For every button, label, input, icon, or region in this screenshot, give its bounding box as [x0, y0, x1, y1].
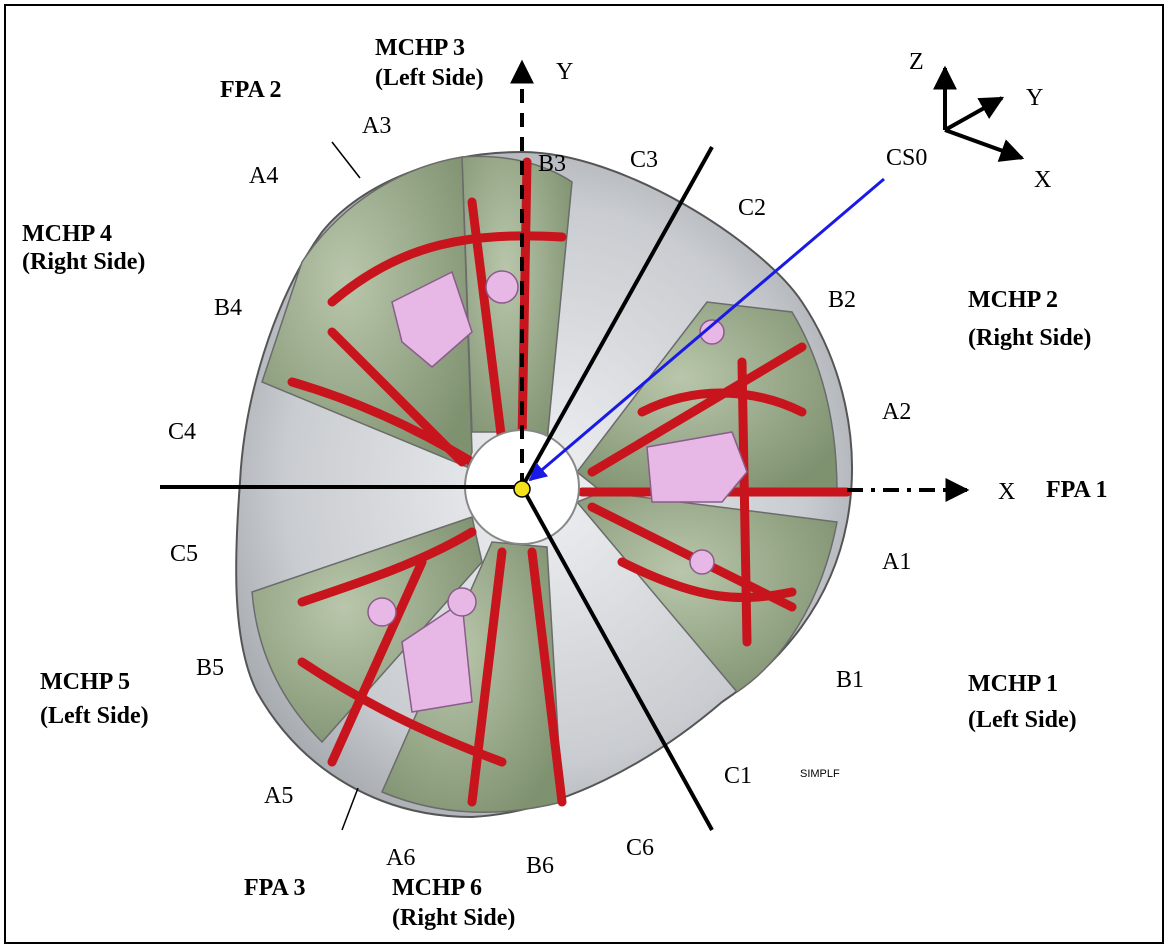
- point-c5: C5: [170, 541, 199, 567]
- mchp1-label-line2: (Left Side): [968, 707, 1077, 733]
- point-a2: A2: [882, 399, 912, 425]
- triad-x-label: X: [1034, 167, 1052, 193]
- fpa1-label: FPA 1: [1046, 477, 1108, 503]
- fpa3-label: FPA 3: [244, 875, 306, 901]
- fpa3-leader: [341, 787, 359, 831]
- triad-z-label: Z: [909, 49, 924, 75]
- pink-cutouts: [367, 270, 748, 713]
- point-a3: A3: [362, 113, 392, 139]
- point-c3: C3: [630, 147, 659, 173]
- coordinate-triad: [933, 65, 1025, 162]
- point-b3: B3: [538, 151, 567, 177]
- mchp6-label-line2: (Right Side): [392, 905, 516, 931]
- point-c2: C2: [738, 195, 767, 221]
- mchp1-label-line1: MCHP 1: [968, 671, 1058, 697]
- spacecraft-assembly-diagram: [160, 59, 1025, 831]
- point-b5: B5: [196, 655, 225, 681]
- point-a1: A1: [882, 549, 912, 575]
- point-a5: A5: [264, 783, 294, 809]
- sector-lines: [160, 146, 714, 831]
- point-b6: B6: [526, 853, 555, 879]
- point-b2: B2: [828, 287, 857, 313]
- red-frame-ribs: [287, 157, 852, 807]
- panel-mchp5: [251, 516, 483, 744]
- point-b4: B4: [214, 295, 243, 321]
- y-axis-label: Y: [556, 59, 574, 85]
- mchp3-label-line2: (Left Side): [375, 65, 484, 91]
- x-axis-label: X: [998, 479, 1016, 505]
- mchp5-label-line1: MCHP 5: [40, 669, 130, 695]
- simplf-stamp: SIMPLF: [800, 768, 840, 780]
- point-c4: C4: [168, 419, 197, 445]
- point-c6: C6: [626, 835, 655, 861]
- cs0-label: CS0: [886, 145, 928, 171]
- mchp3-label-line1: MCHP 3: [375, 35, 465, 61]
- mchp2-label-line2: (Right Side): [968, 325, 1092, 351]
- mchp5-label-line2: (Left Side): [40, 703, 149, 729]
- mchp4-label-line2: (Right Side): [22, 249, 146, 275]
- point-c1: C1: [724, 763, 753, 789]
- fpa2-label: FPA 2: [220, 77, 282, 103]
- mchp4-label-line1: MCHP 4: [22, 221, 112, 247]
- origin-point: [513, 480, 531, 498]
- point-b1: B1: [836, 667, 865, 693]
- point-a6: A6: [386, 845, 416, 871]
- fpa2-leader: [331, 141, 361, 179]
- triad-y-label: Y: [1026, 85, 1044, 111]
- mchp6-label-line1: MCHP 6: [392, 875, 482, 901]
- mchp2-label-line1: MCHP 2: [968, 287, 1058, 313]
- point-a4: A4: [249, 163, 279, 189]
- diagram-frame: MCHP 3 (Left Side) FPA 2 Y Z Y X CS0 A3 …: [4, 4, 1164, 944]
- cs0-arrow: [528, 177, 885, 482]
